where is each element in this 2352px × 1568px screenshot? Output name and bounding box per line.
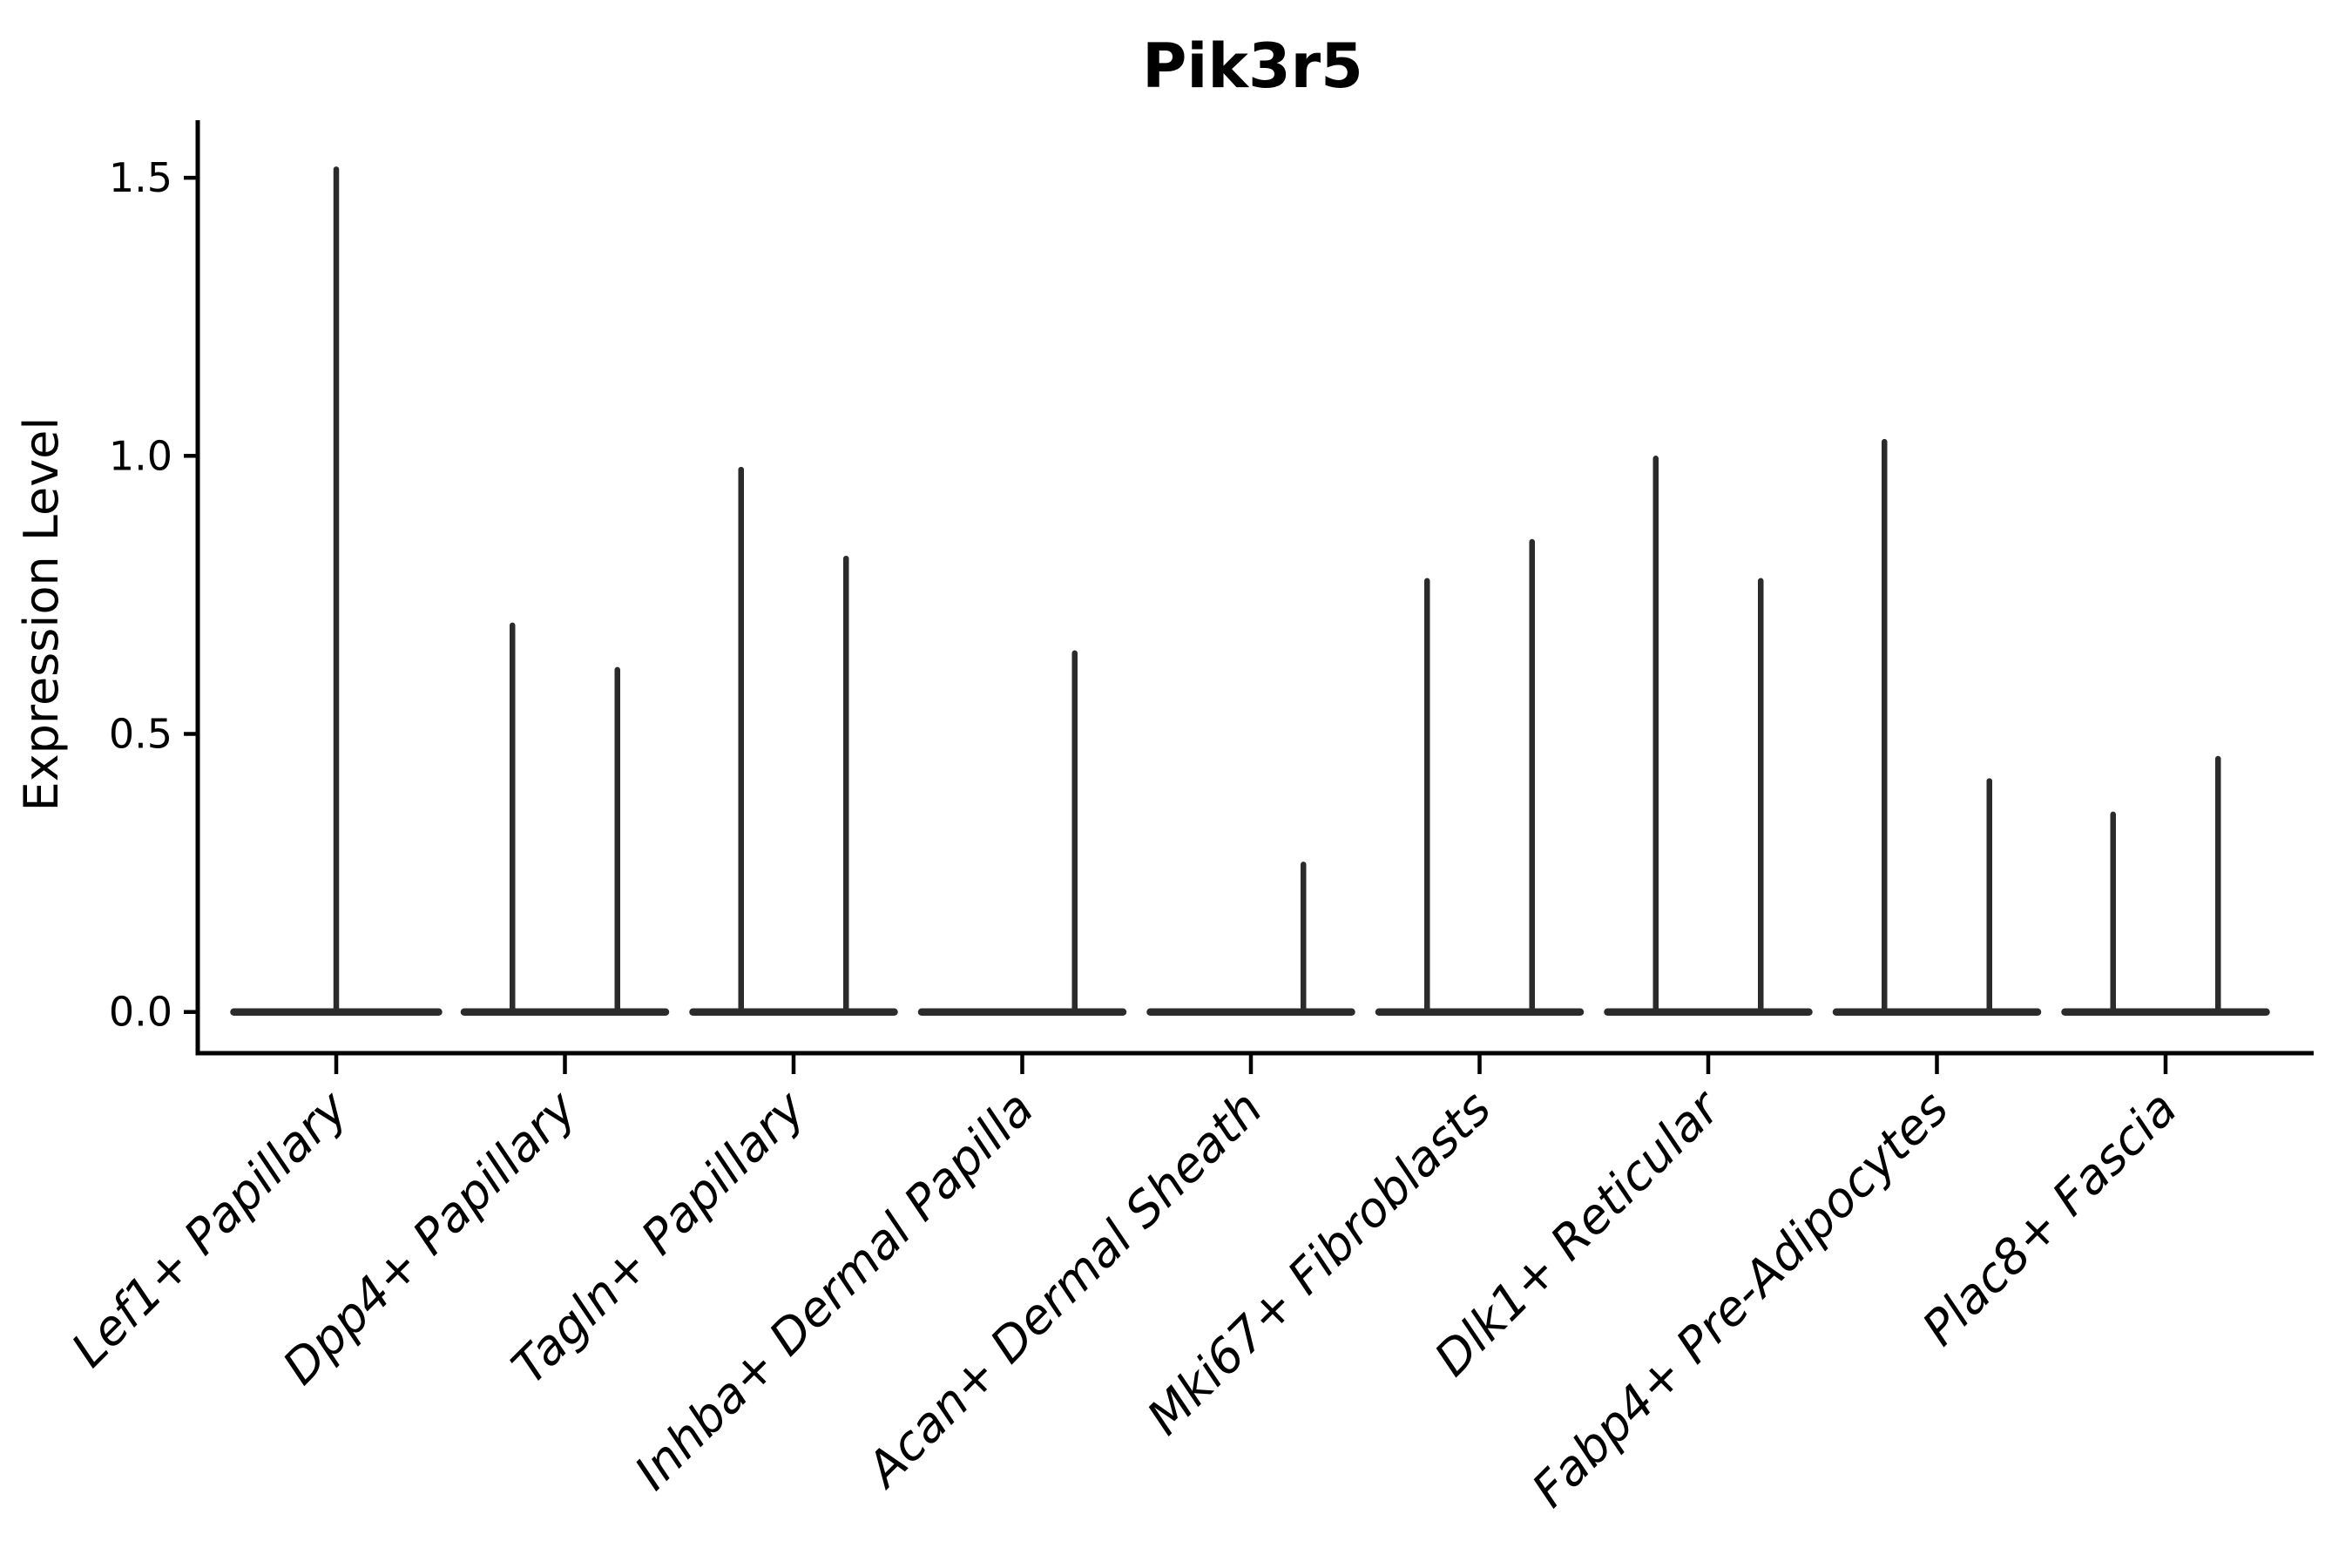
chart-title: Pik3r5 — [1142, 30, 1363, 102]
y-axis-label: Expression Level — [14, 417, 69, 812]
x-tick-label: Inhba+ Dermal Papilla — [624, 1080, 1044, 1500]
x-axis-ticks — [334, 1053, 2168, 1074]
x-tick-label: Acan+ Dermal Sheath — [855, 1080, 1274, 1499]
violins-group — [230, 166, 2270, 1016]
y-tick-label: 1.0 — [109, 432, 172, 479]
y-tick-label: 0.5 — [109, 711, 172, 758]
y-tick-label: 1.5 — [109, 154, 172, 201]
x-tick-label: Fabp4+ Pre-Adipocytes — [1521, 1080, 1958, 1517]
y-tick-label: 0.0 — [109, 989, 172, 1036]
y-axis-ticks: 0.0 0.5 1.0 1.5 — [109, 154, 198, 1036]
